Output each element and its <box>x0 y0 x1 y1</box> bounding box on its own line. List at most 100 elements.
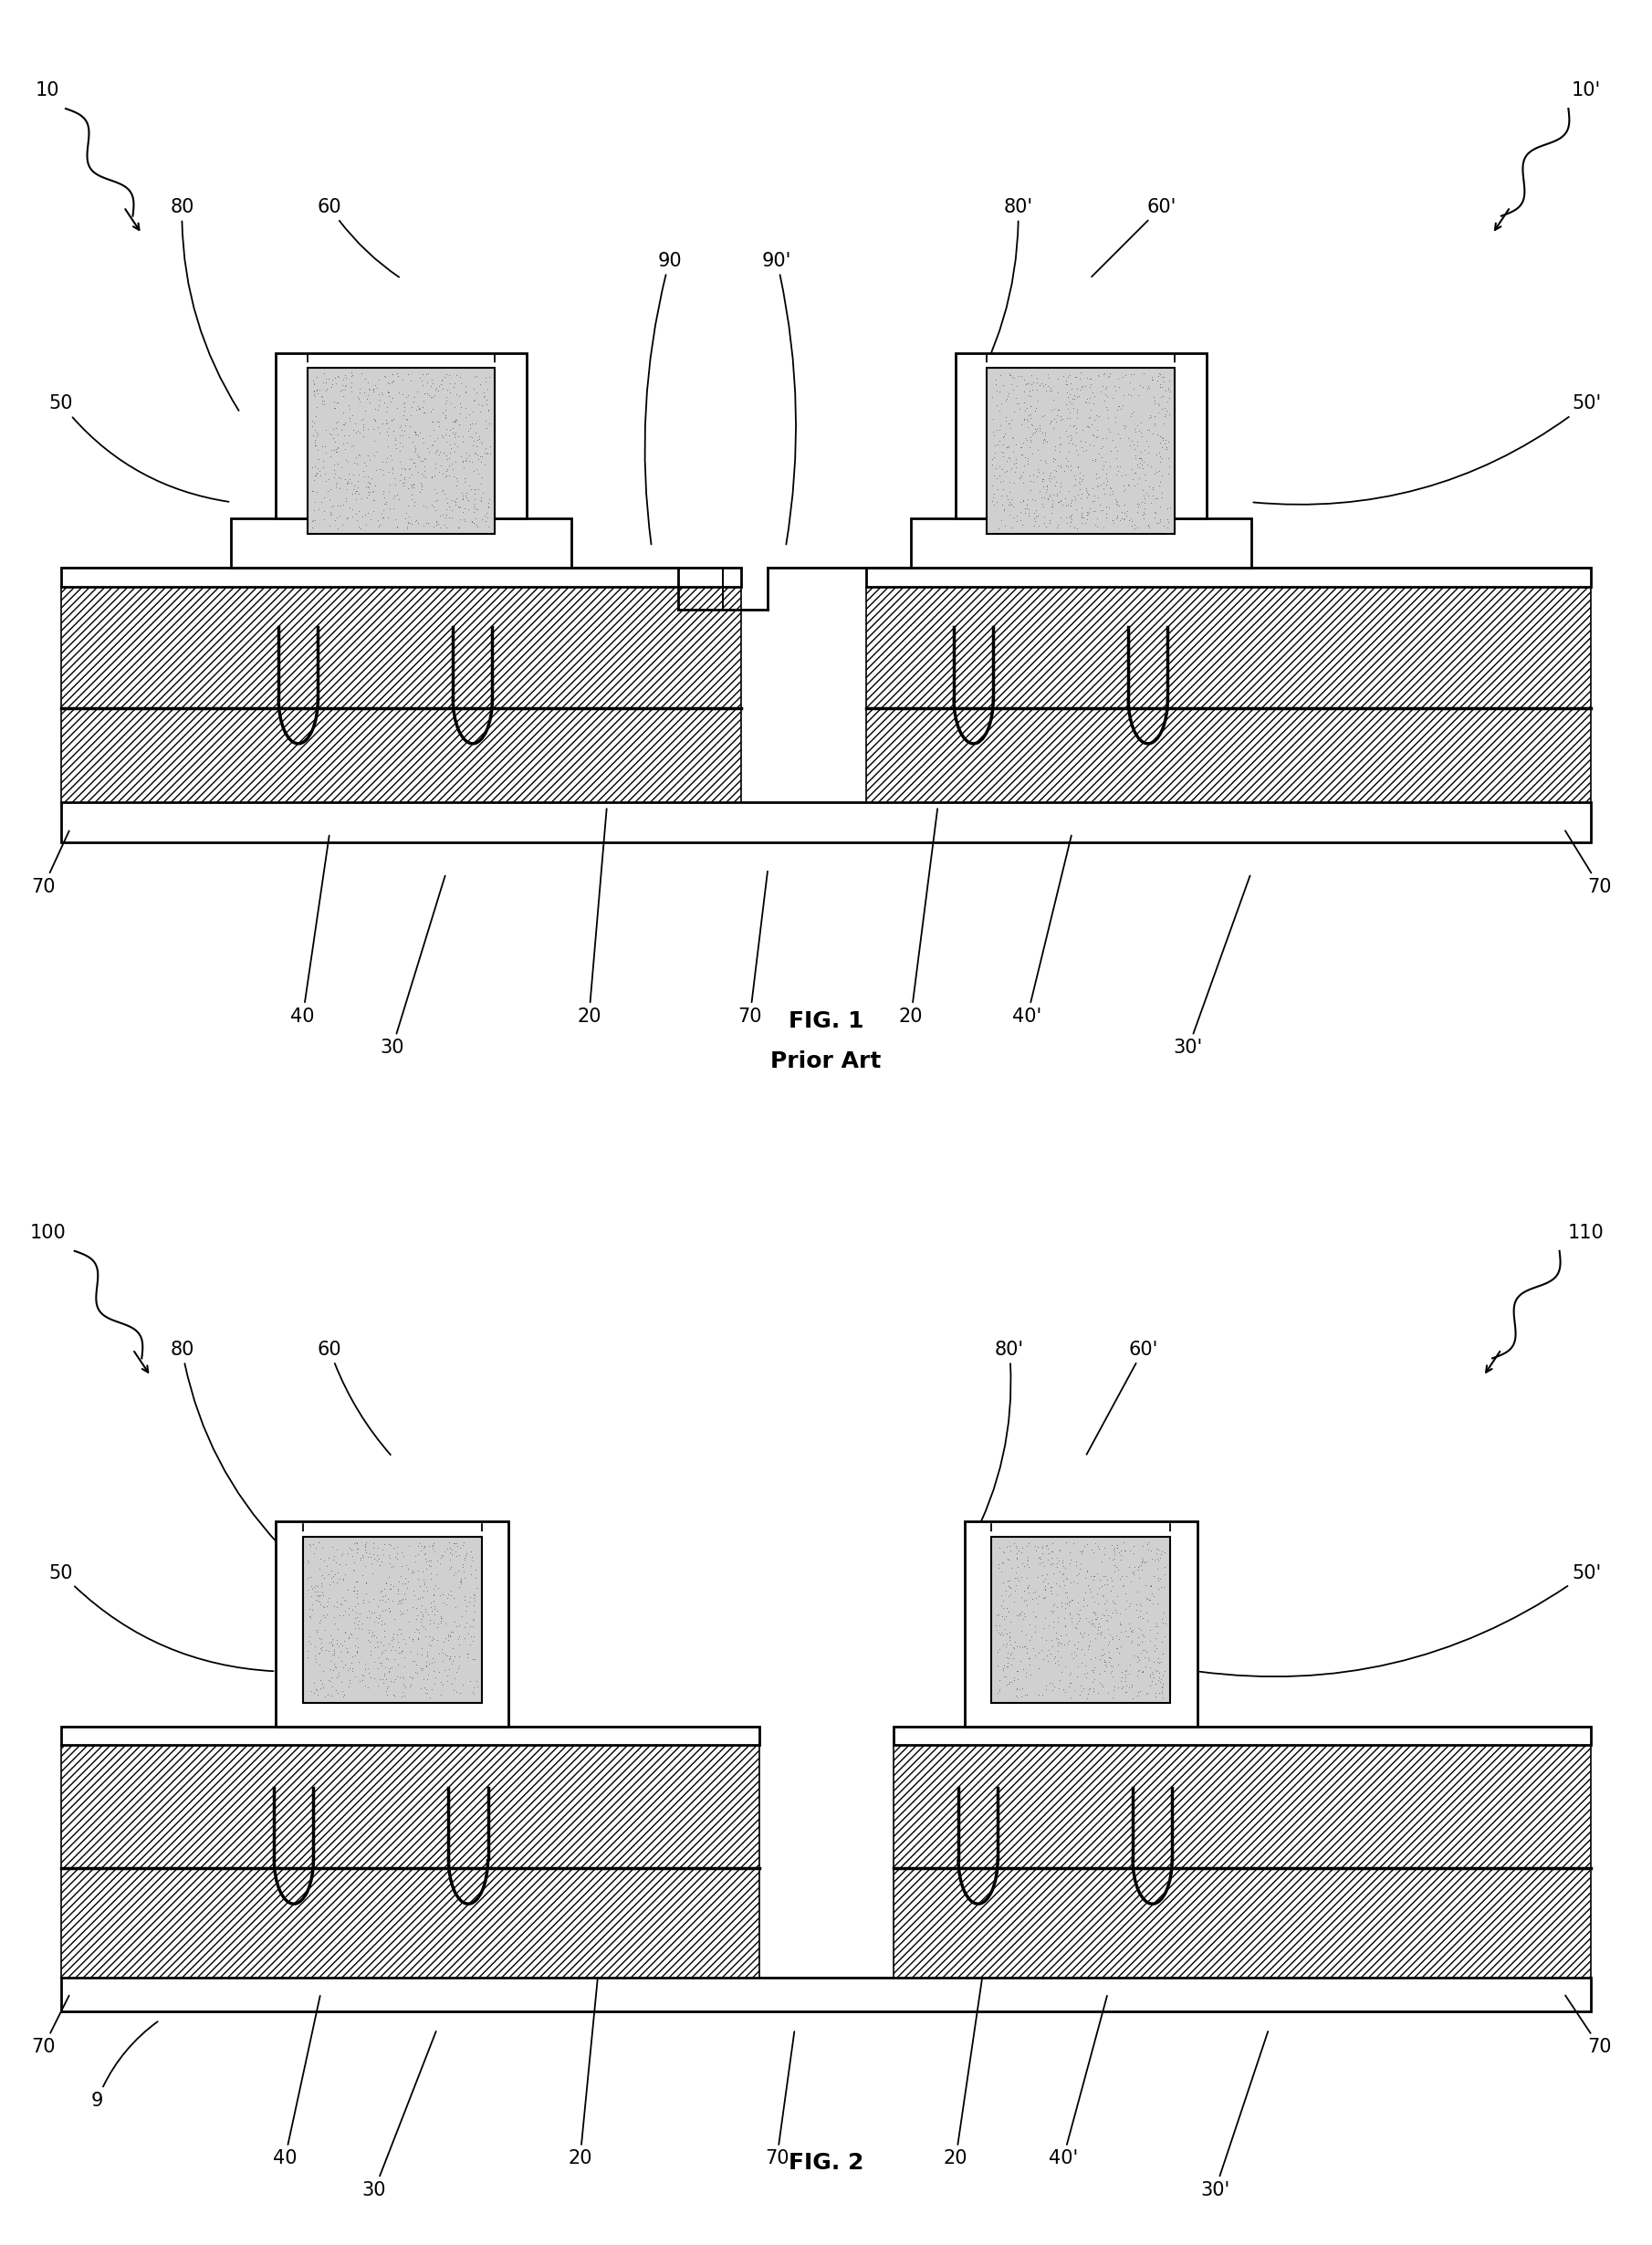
Point <box>363 433 390 469</box>
Point <box>1075 384 1102 420</box>
Point <box>1066 1533 1092 1569</box>
Point <box>1057 447 1084 483</box>
Point <box>1100 1659 1127 1695</box>
Point <box>317 1554 344 1589</box>
Point <box>1142 400 1168 436</box>
Point <box>1004 1630 1031 1666</box>
Point <box>383 476 410 512</box>
Point <box>461 359 487 395</box>
Point <box>1021 1630 1047 1666</box>
Point <box>1034 1527 1061 1563</box>
Point <box>1067 422 1094 458</box>
Point <box>1115 1619 1142 1655</box>
Point <box>1003 1554 1029 1589</box>
Point <box>1031 498 1057 534</box>
Point <box>1082 440 1108 476</box>
Point <box>1100 503 1127 539</box>
Point <box>990 451 1016 487</box>
Point <box>1062 427 1089 462</box>
Point <box>456 1583 482 1619</box>
Text: 40: 40 <box>291 835 329 1026</box>
Point <box>998 420 1024 456</box>
Point <box>449 1598 476 1634</box>
Point <box>1127 1610 1153 1646</box>
Point <box>360 1536 387 1571</box>
Point <box>393 402 420 438</box>
Point <box>1102 1585 1128 1621</box>
Point <box>1112 1592 1138 1628</box>
Point <box>1082 397 1108 433</box>
Point <box>1069 476 1095 512</box>
Point <box>998 411 1024 447</box>
Point <box>299 503 325 539</box>
Point <box>1013 422 1039 458</box>
Bar <box>61 1726 758 1744</box>
Bar <box>965 1522 1198 1726</box>
Point <box>339 357 365 393</box>
Point <box>1016 397 1042 433</box>
Point <box>1034 469 1061 505</box>
Point <box>1054 442 1080 478</box>
Text: FIG. 2: FIG. 2 <box>788 2153 864 2173</box>
Point <box>301 1536 327 1571</box>
Point <box>443 480 469 516</box>
Point <box>434 485 461 521</box>
Point <box>342 1659 368 1695</box>
Point <box>1014 489 1041 525</box>
Point <box>1067 471 1094 507</box>
Point <box>1046 391 1072 427</box>
Point <box>1046 1646 1072 1682</box>
Point <box>324 445 350 480</box>
Point <box>1155 370 1181 406</box>
Point <box>993 402 1019 438</box>
Point <box>990 1652 1016 1688</box>
Point <box>1046 507 1072 543</box>
Text: 60: 60 <box>317 198 400 276</box>
Point <box>453 1536 479 1571</box>
Point <box>448 1565 474 1601</box>
Point <box>411 1529 438 1565</box>
Point <box>1069 429 1095 465</box>
Point <box>1026 406 1052 442</box>
Point <box>418 368 444 404</box>
Point <box>1087 1657 1113 1693</box>
Point <box>1146 357 1173 393</box>
Point <box>382 501 408 537</box>
Point <box>304 1576 330 1612</box>
Point <box>476 406 502 442</box>
Point <box>360 1527 387 1563</box>
Point <box>1128 1547 1155 1583</box>
Point <box>449 424 476 460</box>
Point <box>363 1619 390 1655</box>
Point <box>342 474 368 510</box>
Point <box>439 483 466 519</box>
Point <box>444 1621 471 1657</box>
Point <box>309 1578 335 1614</box>
Point <box>1090 1529 1117 1565</box>
Point <box>301 366 327 402</box>
Point <box>1034 467 1061 503</box>
Point <box>1047 1569 1074 1605</box>
Point <box>1072 471 1099 507</box>
Point <box>1069 413 1095 449</box>
Point <box>370 1628 396 1664</box>
Point <box>433 438 459 474</box>
Point <box>1100 1542 1127 1578</box>
Point <box>985 485 1011 521</box>
Point <box>433 382 459 418</box>
Point <box>368 498 395 534</box>
Point <box>392 1668 418 1704</box>
Point <box>1110 467 1137 503</box>
Point <box>998 1533 1024 1569</box>
Point <box>459 427 486 462</box>
Point <box>306 1634 332 1670</box>
Point <box>995 1569 1021 1605</box>
Point <box>983 460 1009 496</box>
Point <box>1112 1614 1138 1650</box>
Point <box>1034 1643 1061 1679</box>
Point <box>335 418 362 453</box>
Point <box>368 1574 395 1610</box>
Point <box>1003 368 1029 404</box>
Point <box>1148 1533 1175 1569</box>
Point <box>1082 442 1108 478</box>
